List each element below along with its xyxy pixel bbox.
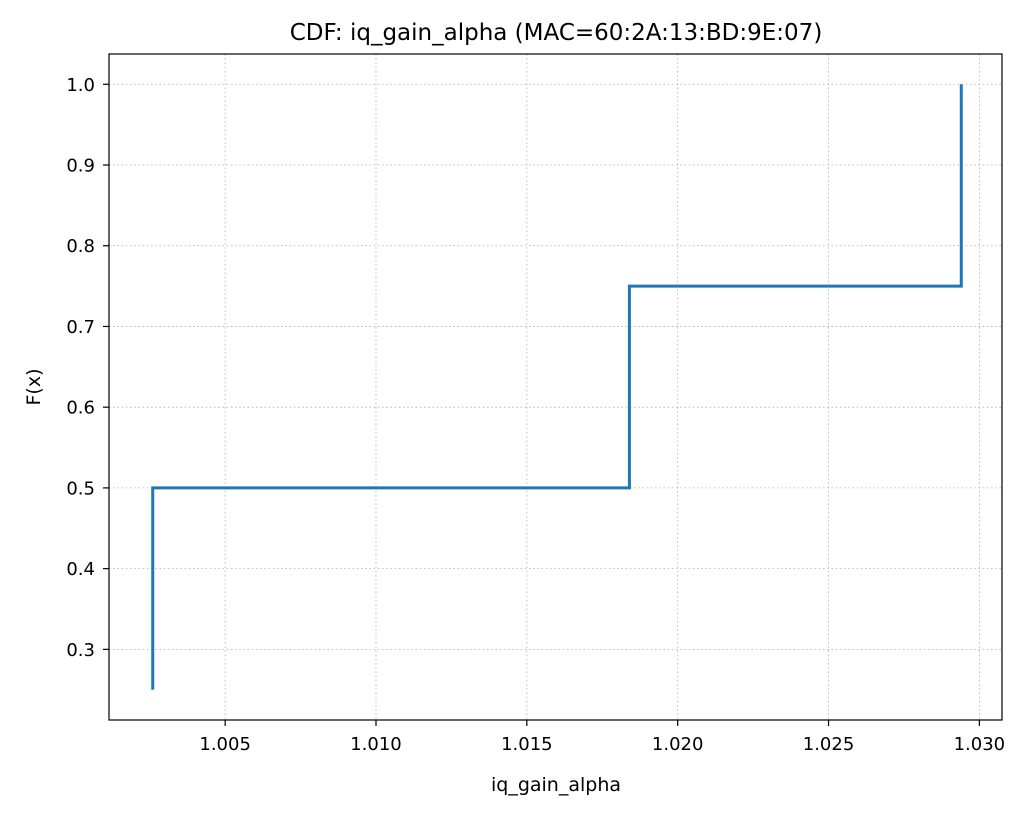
chart-title: CDF: iq_gain_alpha (MAC=60:2A:13:BD:9E:0… xyxy=(290,20,823,46)
y-tick-label: 0.8 xyxy=(66,236,95,257)
y-axis-label: F(x) xyxy=(23,369,45,406)
y-tick-label: 0.9 xyxy=(66,156,95,177)
y-tick-label: 0.3 xyxy=(66,640,95,661)
plot-frame xyxy=(108,53,1003,721)
y-tick-label: 0.7 xyxy=(66,317,95,338)
x-axis-ticks: 1.005 1.010 1.015 1.020 1.025 1.030 xyxy=(199,720,1005,755)
series xyxy=(151,84,963,690)
grid xyxy=(109,54,1002,720)
y-axis-ticks: 0.3 0.4 0.5 0.6 0.7 0.8 0.9 1.0 xyxy=(66,75,109,661)
x-tick-label: 1.015 xyxy=(501,734,553,755)
x-tick-label: 1.005 xyxy=(199,734,251,755)
cdf-step-line xyxy=(151,84,963,690)
y-tick-label: 1.0 xyxy=(66,75,95,96)
x-tick-label: 1.020 xyxy=(652,734,704,755)
x-tick-label: 1.025 xyxy=(803,734,855,755)
x-tick-label: 1.030 xyxy=(954,734,1006,755)
x-tick-label: 1.010 xyxy=(350,734,402,755)
y-tick-label: 0.4 xyxy=(66,559,95,580)
x-axis-label: iq_gain_alpha xyxy=(491,774,621,796)
y-tick-label: 0.6 xyxy=(66,398,95,419)
y-tick-label: 0.5 xyxy=(66,478,95,499)
